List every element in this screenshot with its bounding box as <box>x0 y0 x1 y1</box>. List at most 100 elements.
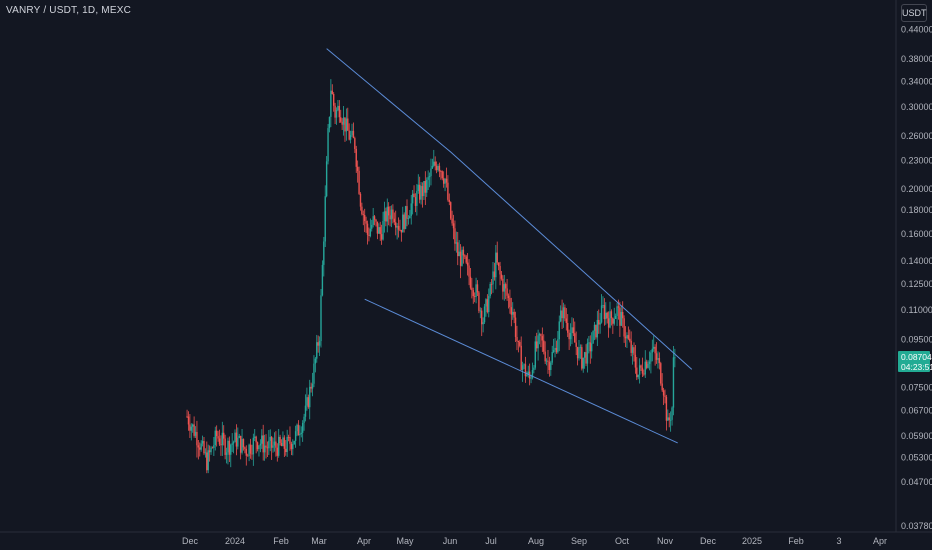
candle-down <box>575 342 577 347</box>
candle-up <box>631 347 634 353</box>
candle-up <box>300 432 302 434</box>
candle-down <box>228 440 231 455</box>
candle-down <box>658 358 661 364</box>
candle-up <box>674 357 676 359</box>
candle-down <box>364 214 366 221</box>
candle-up <box>407 218 410 219</box>
price-tick-label: 0.03780 <box>901 521 932 531</box>
candle-down <box>581 347 583 369</box>
candle-up <box>323 241 325 265</box>
candle-up <box>306 397 308 406</box>
trendline-upper[interactable] <box>326 48 693 370</box>
candle-up <box>248 444 250 457</box>
price-tick-label: 0.04700 <box>901 477 932 487</box>
candle-down <box>189 424 191 431</box>
candle-down <box>574 333 576 343</box>
candle-up <box>214 430 216 446</box>
candle-up <box>299 433 301 436</box>
candle-down <box>664 395 666 397</box>
candle-up <box>600 305 603 323</box>
candle-down <box>548 361 551 371</box>
candle-up <box>282 437 284 447</box>
candle-up <box>537 335 539 349</box>
trendline-lower[interactable] <box>364 298 678 444</box>
last-price-value: 0.08704 <box>901 352 932 362</box>
candle-up <box>533 367 535 370</box>
candle-down <box>496 252 498 263</box>
candle-down <box>490 283 493 285</box>
time-tick-label: Aug <box>528 536 544 546</box>
candle-down <box>654 346 656 354</box>
candle-down <box>289 436 291 444</box>
candle-up <box>495 252 497 278</box>
candle-down <box>332 93 335 106</box>
candle-down <box>541 336 544 341</box>
candle-down <box>589 342 591 352</box>
price-tick-label: 0.11000 <box>901 305 932 315</box>
candle-up <box>590 343 593 352</box>
currency-button[interactable]: USDT <box>901 4 927 22</box>
candle-up <box>479 310 482 312</box>
candle-down <box>424 181 427 193</box>
candle-down <box>540 334 542 337</box>
candle-down <box>251 453 253 455</box>
candle-up <box>411 193 414 204</box>
candle-up <box>296 424 298 432</box>
candle-down <box>493 271 496 278</box>
candle-up <box>402 214 404 233</box>
candle-down <box>285 448 287 453</box>
candle-down <box>565 318 568 324</box>
time-tick-label: Apr <box>357 536 371 546</box>
candle-up <box>605 312 607 320</box>
candle-down <box>452 223 455 229</box>
candle-up <box>286 436 288 453</box>
candle-down <box>510 307 513 315</box>
candle-down <box>434 161 436 166</box>
symbol-title[interactable]: VANRY / USDT, 1D, MEXC <box>6 5 131 16</box>
candle-up <box>657 358 659 360</box>
candle-up <box>382 220 384 240</box>
candle-up <box>278 436 280 456</box>
candle-down <box>486 299 489 313</box>
candle-up <box>221 432 224 446</box>
candle-down <box>629 338 631 341</box>
candle-down <box>435 165 438 171</box>
candle-down <box>524 364 527 377</box>
candle-down <box>585 352 587 364</box>
candle-down <box>290 443 293 450</box>
price-tick-label: 0.30000 <box>901 102 932 112</box>
candle-up <box>258 445 260 450</box>
time-tick-label: Feb <box>788 536 804 546</box>
trendlines[interactable] <box>326 48 693 444</box>
candle-down <box>392 209 394 219</box>
candle-down <box>665 396 668 421</box>
candle-down <box>514 317 517 337</box>
candle-down <box>347 118 349 131</box>
candle-down <box>199 447 201 450</box>
candle-up <box>261 435 263 444</box>
time-tick-label: Jun <box>443 536 458 546</box>
candle-down <box>421 186 424 197</box>
candle-down <box>519 341 521 346</box>
candle-up <box>318 341 321 346</box>
price-axis[interactable]: 0.44000 0.38000 0.34000 0.30000 0.26000 0.230… <box>901 24 932 531</box>
candle-down <box>464 255 466 257</box>
candle-up <box>342 117 345 125</box>
candle-up <box>200 443 202 450</box>
candle-down <box>331 90 333 94</box>
candle-up <box>599 322 601 325</box>
candle-up <box>427 177 429 180</box>
price-tick-label: 0.09500 <box>901 335 932 345</box>
candle-down <box>640 365 642 368</box>
candle-up <box>602 305 604 306</box>
candle-up <box>390 209 393 220</box>
candle-up <box>613 318 615 324</box>
candle-up <box>345 118 348 132</box>
candle-up <box>417 184 419 192</box>
candle-down <box>536 341 538 349</box>
candle-down <box>564 307 566 319</box>
time-axis[interactable]: Dec 2024 Feb Mar Apr May Jun Jul Aug Sep Oct Nov Dec… <box>182 536 887 546</box>
candle-up <box>437 165 439 171</box>
candle-down <box>447 182 449 200</box>
